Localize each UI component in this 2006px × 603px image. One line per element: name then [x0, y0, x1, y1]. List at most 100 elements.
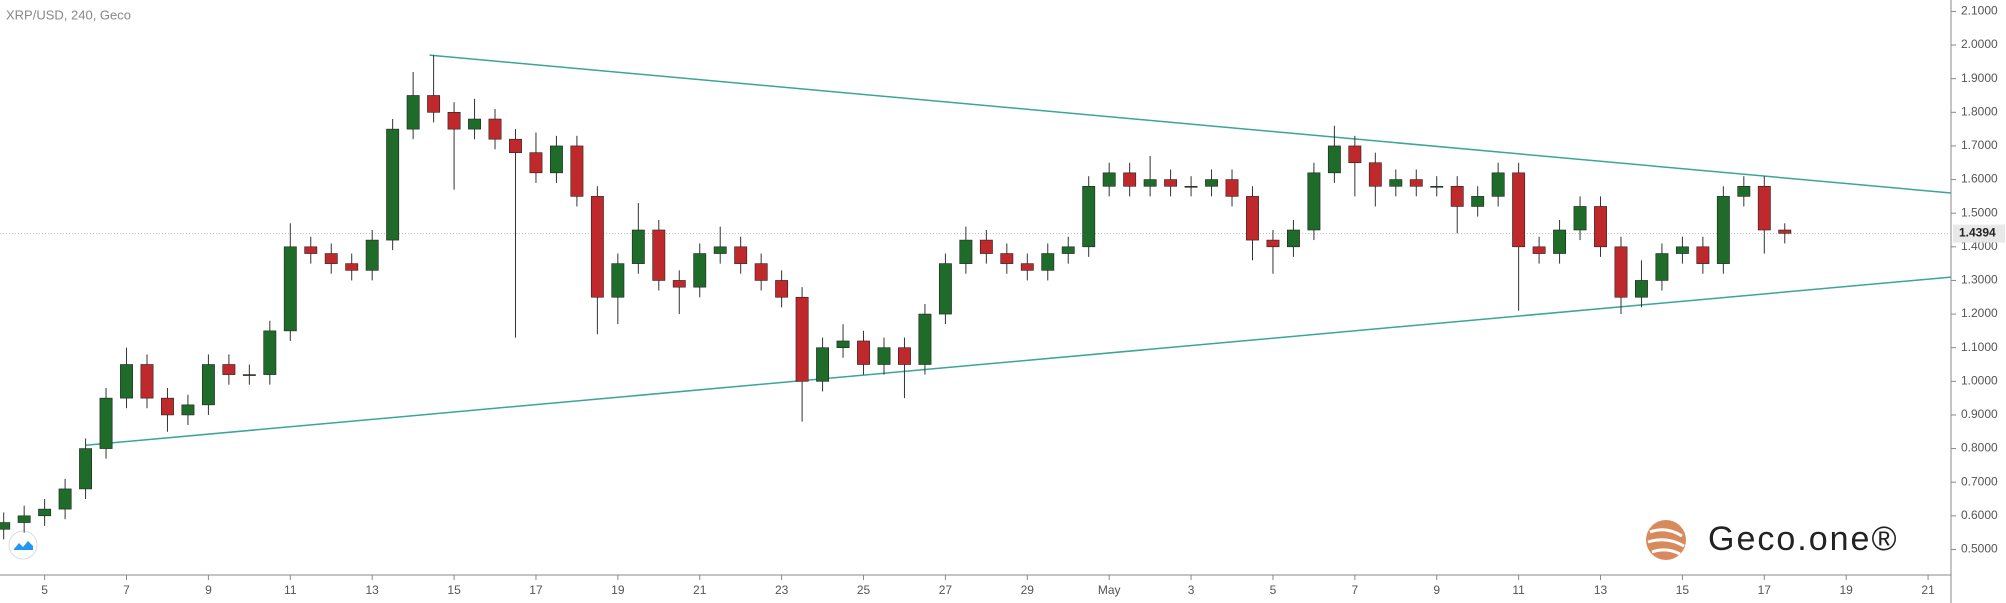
candle-body [652, 229, 666, 281]
candle-body [0, 522, 11, 530]
candle-body [58, 488, 72, 510]
y-tick-label: 0.9000 [1961, 407, 1998, 421]
candle-body [631, 229, 645, 264]
y-tick-label: 1.0000 [1961, 373, 1998, 387]
candle-body [1205, 179, 1218, 187]
candle-body [1450, 185, 1464, 207]
y-tick-label: 0.7000 [1961, 474, 1998, 488]
x-tick-label: 19 [611, 583, 625, 597]
badge[interactable] [8, 530, 38, 560]
candle-body [79, 448, 93, 490]
x-tick-label: 9 [205, 583, 212, 597]
x-tick-label: 15 [1676, 583, 1690, 597]
candle-body [1020, 263, 1034, 271]
candle-body [1368, 162, 1382, 187]
candle-body [836, 340, 850, 348]
candle-body [1348, 145, 1362, 164]
candle-body [816, 347, 830, 382]
chart-title: XRP/USD, 240, Geco [6, 7, 131, 22]
candle-body [386, 128, 400, 241]
y-tick-label: 1.7000 [1961, 138, 1998, 152]
badge-icon[interactable] [14, 541, 33, 550]
candle-body [1184, 185, 1198, 188]
x-tick-label: 7 [123, 583, 130, 597]
candle-body [918, 313, 932, 365]
candle-body [713, 246, 727, 254]
candle-body [38, 508, 52, 517]
candle-body [1778, 229, 1792, 234]
logo: Geco.one® [1646, 520, 1897, 560]
y-tick-label: 0.5000 [1961, 542, 1998, 556]
candle-body [611, 263, 625, 298]
candle-body [304, 246, 318, 254]
x-tick-label: 29 [1021, 583, 1035, 597]
x-tick-label: 17 [529, 583, 543, 597]
y-tick-label: 1.2000 [1961, 306, 1998, 320]
candle-body [1532, 246, 1546, 254]
candle-body [365, 239, 379, 271]
candle-body [263, 330, 277, 375]
y-tick-label: 1.5000 [1961, 205, 1998, 219]
x-tick-label: 11 [1512, 583, 1525, 597]
candle-body [549, 145, 563, 174]
x-tick-label: 21 [693, 583, 707, 597]
candle-body [570, 145, 584, 197]
y-tick-label: 1.6000 [1961, 172, 1998, 186]
x-tick-label: 27 [939, 583, 953, 597]
candle-body [447, 112, 461, 130]
y-tick-label: 1.1000 [1961, 340, 1998, 354]
x-tick-label: 7 [1352, 583, 1359, 597]
x-tick-label: 25 [857, 583, 871, 597]
x-tick-label: 5 [41, 583, 48, 597]
candle-body [1102, 172, 1116, 187]
candle-body [1573, 206, 1587, 231]
candle-body [1041, 253, 1055, 271]
y-tick-label: 0.6000 [1961, 508, 1998, 522]
candle-body [1143, 179, 1157, 187]
candle-body [283, 246, 297, 332]
candle-body [161, 397, 174, 416]
candle-body [877, 347, 891, 365]
candle-body [1246, 196, 1259, 241]
candle-body [898, 347, 911, 365]
x-tick-label: May [1098, 583, 1121, 597]
candle-body [672, 280, 686, 288]
candle-body [1266, 239, 1280, 248]
candle-body [1512, 172, 1526, 248]
x-tick-label: 11 [284, 583, 297, 597]
candle-body [1635, 280, 1648, 298]
x-tick-label: 17 [1758, 583, 1772, 597]
candle-body [1082, 185, 1096, 248]
candle-body [1696, 246, 1710, 264]
y-tick-label: 1.9000 [1961, 71, 1998, 85]
candle-body [979, 239, 993, 254]
candle-body [1389, 179, 1403, 187]
candle-body [1307, 172, 1321, 231]
candle-body [1716, 196, 1730, 264]
x-tick-label: 15 [447, 583, 461, 597]
candle-body [1123, 172, 1137, 187]
x-tick-label: 23 [775, 583, 789, 597]
x-tick-label: 19 [1840, 583, 1854, 597]
candle-body [242, 374, 256, 376]
candle-body [1000, 253, 1014, 264]
candle-body [1675, 246, 1689, 254]
candle-body [1737, 185, 1751, 197]
x-tick-label: 3 [1188, 583, 1195, 597]
candle-body [222, 364, 236, 375]
candle-body [99, 397, 113, 449]
candle-body [1491, 172, 1505, 197]
candle-body [1409, 179, 1423, 187]
y-tick-label: 2.0000 [1961, 37, 1998, 51]
candle-body [427, 95, 441, 113]
candle-body [201, 364, 215, 406]
badge-circle[interactable] [8, 530, 38, 560]
candle-body [181, 404, 195, 416]
candle-body [345, 263, 359, 271]
candle-body [1655, 253, 1669, 281]
candle-body [938, 263, 952, 315]
candle-body [857, 340, 870, 365]
candle-body [488, 118, 502, 140]
